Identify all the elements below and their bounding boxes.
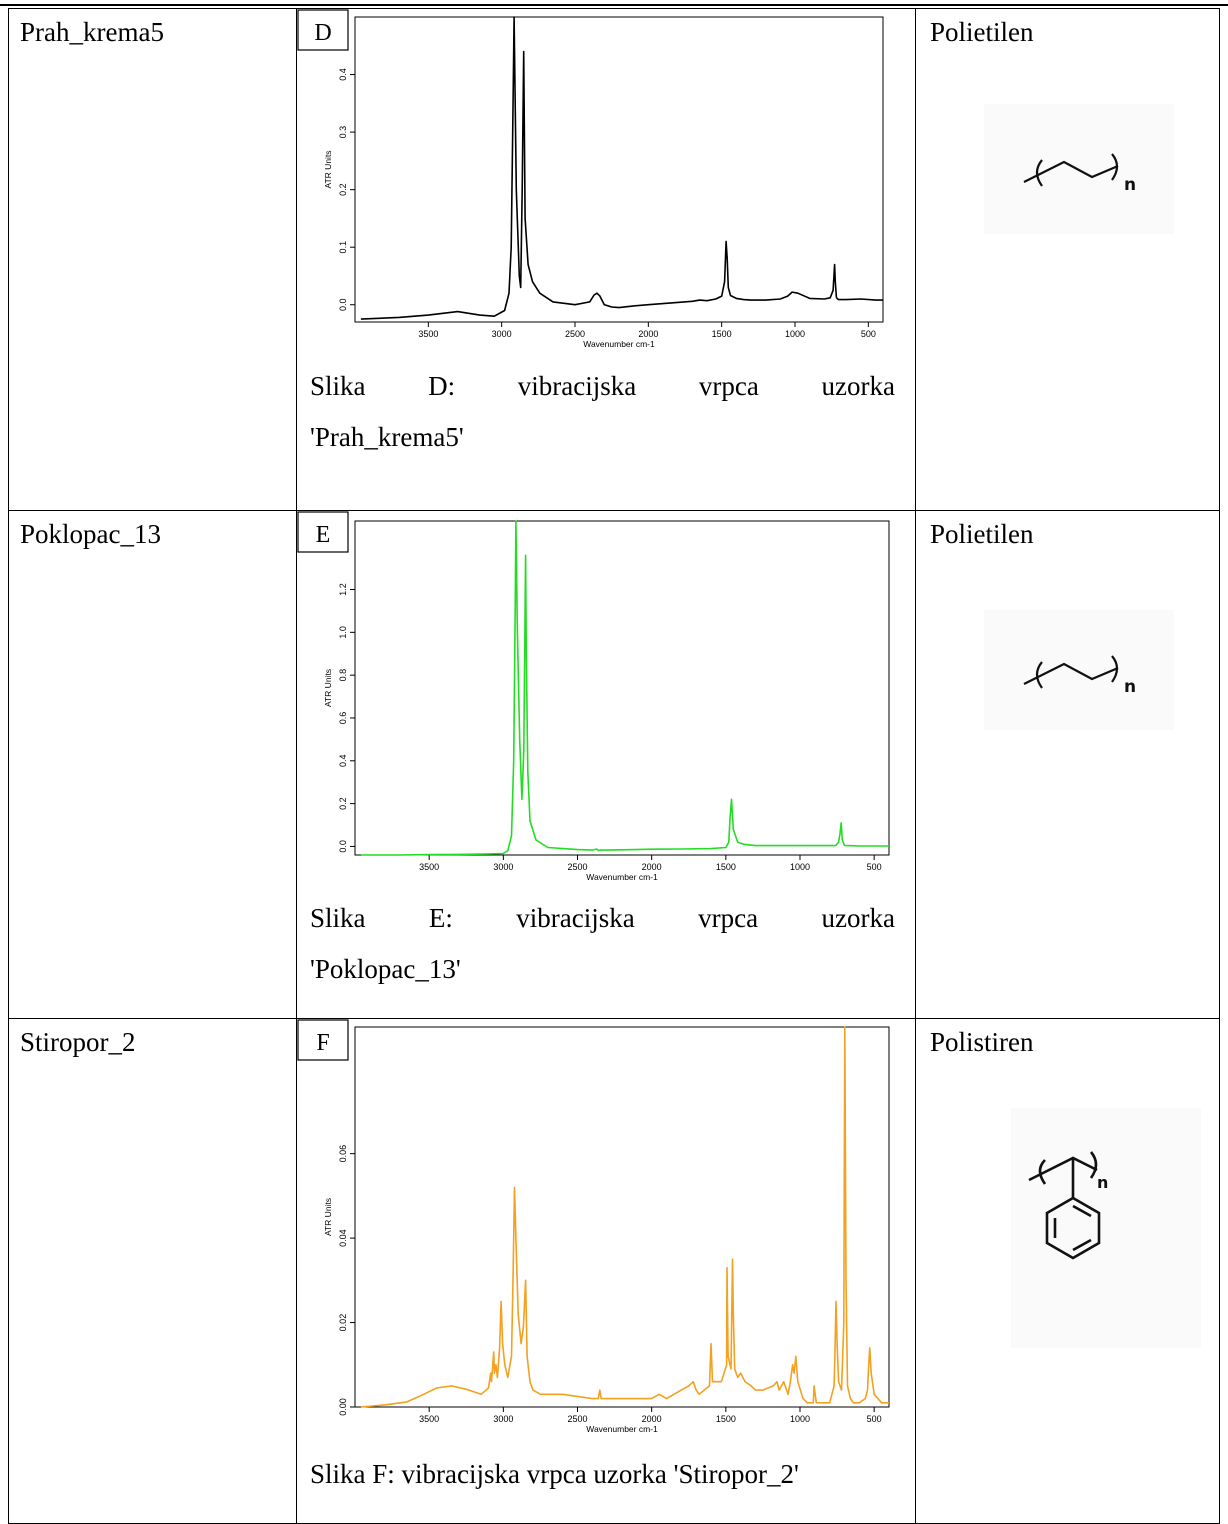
x-tick-label: 3500 — [419, 862, 439, 872]
y-tick-label: 0.0 — [338, 298, 348, 311]
caption-line-1: Slika E: vibracijska vrpca uzorka — [310, 903, 895, 933]
caption-line-2: 'Prah_krema5' — [310, 422, 464, 452]
figure-badge-letter: D — [314, 20, 331, 46]
x-tick-label: 500 — [867, 1414, 882, 1424]
x-tick-label: 3000 — [493, 1414, 513, 1424]
y-tick-label: 0.6 — [338, 712, 348, 725]
page-top-rule — [0, 4, 1228, 6]
y-axis-label: ATR Units — [323, 669, 333, 707]
y-tick-label: 0.00 — [338, 1398, 348, 1416]
y-tick-label: 0.02 — [338, 1314, 348, 1332]
y-axis-label: ATR Units — [323, 150, 333, 188]
y-tick-label: 0.04 — [338, 1229, 348, 1247]
x-tick-label: 2000 — [642, 1414, 662, 1424]
polystyrene-structure-icon: n — [1011, 1108, 1201, 1348]
y-tick-label: 0.4 — [338, 68, 348, 81]
x-axis-label: Wavenumber cm-1 — [586, 1424, 658, 1434]
polymer-name: Polietilen — [930, 17, 1034, 47]
sample-name: Prah_krema5 — [20, 17, 164, 47]
spectrum-cell: 3500 3000 2500 2000 1500 1000 500 0.00 0.02 0.04 0… — [296, 1018, 916, 1524]
x-tick-label: 2500 — [567, 1414, 587, 1424]
figure-caption: Slika D: vibracijska vrpca uzorka 'Prah_… — [297, 361, 915, 463]
y-tick-label: 0.3 — [338, 126, 348, 139]
svg-text:n: n — [1124, 677, 1136, 697]
spectrum-line — [360, 1026, 889, 1408]
sample-cell: Poklopac_13 — [8, 510, 297, 1019]
x-tick-label: 3000 — [493, 862, 513, 872]
caption-line-1: Slika F: vibracijska vrpca uzorka 'Stiro… — [310, 1459, 799, 1489]
polymer-cell: Polietilen n — [915, 8, 1220, 511]
y-tick-label: 0.06 — [338, 1145, 348, 1163]
caption-line-1: Slika D: vibracijska vrpca uzorka — [310, 371, 895, 401]
x-axis-label: Wavenumber cm-1 — [586, 872, 658, 882]
polymer-cell: Polietilen n — [915, 510, 1220, 1019]
x-tick-label: 2500 — [565, 329, 585, 339]
y-tick-label: 1.0 — [338, 626, 348, 639]
x-tick-label: 3500 — [418, 329, 438, 339]
polymer-name: Polietilen — [930, 519, 1034, 549]
sample-name: Poklopac_13 — [20, 519, 161, 549]
polyethylene-structure-icon: n — [984, 610, 1174, 730]
x-tick-label: 500 — [867, 862, 882, 872]
spectrum-chart-d: 3500 3000 2500 2000 1500 1000 500 0.0 0.1 0.2 0.3 0… — [297, 9, 884, 349]
svg-text:n: n — [1097, 1173, 1108, 1192]
x-tick-label: 1500 — [716, 1414, 736, 1424]
x-tick-label: 2000 — [642, 862, 662, 872]
y-tick-label: 0.8 — [338, 669, 348, 682]
polyethylene-structure-icon: n — [984, 104, 1174, 234]
x-axis-label: Wavenumber cm-1 — [583, 339, 655, 349]
plot-frame — [354, 520, 890, 856]
spectrum-figure: 3500 3000 2500 2000 1500 1000 500 0.00 0.02 0.04 0… — [297, 1019, 915, 1443]
figure-badge-letter: F — [316, 1030, 329, 1056]
y-tick-label: 0.1 — [338, 241, 348, 254]
spectrum-figure: 3500 3000 2500 2000 1500 1000 500 0.0 0.2 0.4 0.6 0… — [297, 511, 915, 893]
figure-badge-box — [297, 511, 349, 553]
x-tick-label: 1000 — [790, 862, 810, 872]
polymer-name: Polistiren — [930, 1027, 1034, 1057]
figure-caption: Slika F: vibracijska vrpca uzorka 'Stiro… — [297, 1443, 915, 1500]
x-tick-label: 500 — [861, 329, 876, 339]
table-row: Prah_krema5 3500 3000 2500 2000 1500 1000 500 0… — [8, 8, 1220, 511]
plot-frame — [354, 16, 884, 323]
y-tick-label: 0.2 — [338, 797, 348, 810]
spectrum-cell: 3500 3000 2500 2000 1500 1000 500 0.0 0.1 0.2 0.3 0… — [296, 8, 916, 511]
x-tick-label: 3000 — [492, 329, 512, 339]
table-row: Stiropor_2 3500 3000 2500 2000 1500 1000 500 0.… — [8, 1018, 1220, 1524]
spectrum-line — [360, 520, 889, 856]
polymer-cell: Polistiren n — [915, 1018, 1220, 1524]
plot-frame — [354, 1026, 890, 1408]
sample-name: Stiropor_2 — [20, 1027, 136, 1057]
spectrum-figure: 3500 3000 2500 2000 1500 1000 500 0.0 0.1 0.2 0.3 0… — [297, 9, 915, 361]
y-tick-label: 0.2 — [338, 183, 348, 196]
table-row: Poklopac_13 3500 3000 2500 2000 1500 1000 500 0… — [8, 510, 1220, 1019]
spectrum-chart-e: 3500 3000 2500 2000 1500 1000 500 0.0 0.2 0.4 0.6 0… — [297, 511, 890, 882]
y-tick-label: 1.2 — [338, 583, 348, 596]
x-tick-label: 3500 — [419, 1414, 439, 1424]
figure-badge-letter: E — [316, 522, 331, 548]
x-tick-label: 1000 — [790, 1414, 810, 1424]
x-tick-label: 1500 — [712, 329, 732, 339]
svg-text:n: n — [1124, 175, 1136, 195]
sample-cell: Stiropor_2 — [8, 1018, 297, 1524]
y-tick-label: 0.0 — [338, 840, 348, 853]
x-tick-label: 2000 — [638, 329, 658, 339]
caption-line-2: 'Poklopac_13' — [310, 954, 461, 984]
x-tick-label: 2500 — [567, 862, 587, 872]
x-tick-label: 1000 — [785, 329, 805, 339]
y-axis-label: ATR Units — [323, 1198, 333, 1236]
figure-badge-box — [297, 1019, 349, 1061]
spectrum-cell: 3500 3000 2500 2000 1500 1000 500 0.0 0.2 0.4 0.6 0… — [296, 510, 916, 1019]
y-tick-label: 0.4 — [338, 755, 348, 768]
spectrum-chart-f: 3500 3000 2500 2000 1500 1000 500 0.00 0.02 0.04 0… — [297, 1019, 890, 1434]
x-tick-label: 1500 — [716, 862, 736, 872]
results-table: Prah_krema5 3500 3000 2500 2000 1500 1000 500 0… — [8, 8, 1220, 1524]
spectrum-line — [360, 16, 883, 320]
figure-caption: Slika E: vibracijska vrpca uzorka 'Poklo… — [297, 893, 915, 995]
figure-badge-box — [297, 9, 349, 51]
sample-cell: Prah_krema5 — [8, 8, 297, 511]
